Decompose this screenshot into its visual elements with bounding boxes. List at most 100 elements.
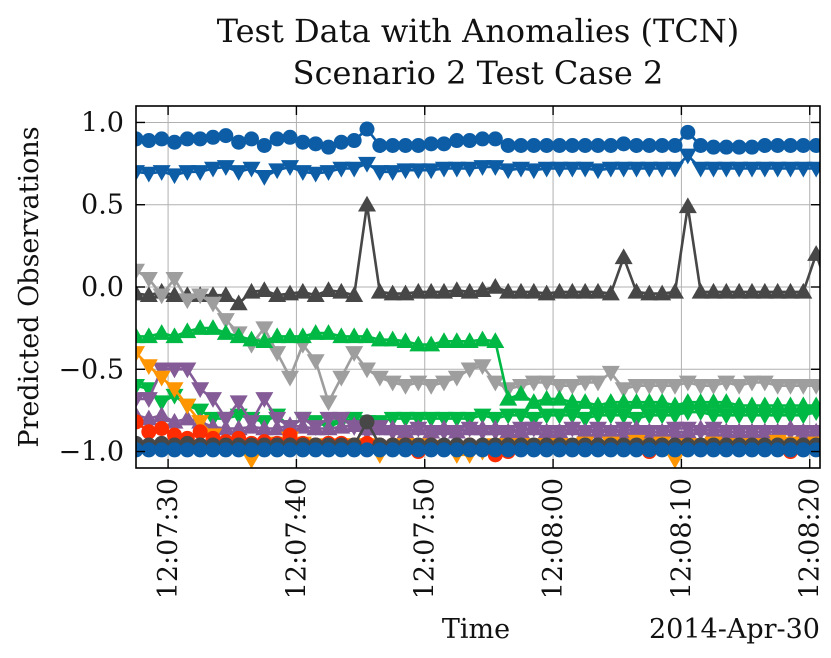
series-green-triangle-up-point [742,396,761,413]
series-blue-triangle-down-point [537,161,556,178]
series-blue-circle-point [179,131,195,147]
series-darkgray-triangle-up-point [563,282,582,299]
series-blue-circle-point [397,137,413,153]
series-purple-triangle-down-point [255,392,274,408]
series-orange-triangle-down-point [191,415,210,431]
series-lightgray-triangle-down-point [370,370,389,387]
series-blue-circle-point [474,131,490,147]
series-darkgray-triangle-up-point [422,282,441,299]
series-green-triangle-up-point [357,327,376,344]
x-tick-label: 12:08:10 [666,478,697,599]
series-purple-triangle-up-point [332,417,351,434]
series-darkgray-triangle-up-point [216,286,235,302]
series-lightgray-triangle-down-point [396,378,415,395]
series-purple-triangle-up-point [229,419,248,436]
series-green-triangle-up-point [242,330,261,347]
series-blue-circle-point [256,137,272,153]
series-blue-triangle-down-point [576,161,595,178]
series-lightgray-triangle-down-point [434,375,453,392]
series-blue-circle-low-point [500,442,516,458]
series-blue-circle-point [205,129,221,145]
series-blue-triangle-down-point [665,161,684,178]
series-lightgray-triangle-down-point [357,362,376,379]
series-green-triangle-up-point [216,324,235,340]
series-green-triangle-up-point [601,393,620,409]
series-blue-triangle-down-point [345,161,364,178]
series-orange-triangle-down-point [242,453,261,468]
series-blue-circle-low-point [577,442,593,458]
series-blue-circle-point [731,139,747,155]
series-darkgray-triangle-up-point [768,282,787,299]
series-blue-circle-point [603,137,619,153]
series-darkgray-triangle-up-point [511,282,530,299]
series-purple-triangle-up-point [588,422,607,439]
series-blue-circle-low-point [423,442,439,458]
series-darkgray-triangle-up-point [229,294,248,311]
series-blue-circle-low-point [641,442,657,458]
series-blue-circle-point [359,121,375,137]
series-blue-circle-low-point [372,442,388,458]
series-blue-circle-point [136,131,144,147]
series-darkgray-triangle-up-point [717,282,736,299]
series-green-triangle-down-point [807,405,820,422]
series-blue-circle-point [231,134,247,150]
series-purple-triangle-up-point [576,422,595,439]
series-red-circle-point [136,414,144,430]
series-blue-circle-point [808,137,820,153]
series-orange-triangle-down-point [152,370,171,387]
series-green-triangle-up-point [165,327,184,344]
series-blue-circle-low-point [474,442,490,458]
series-green-triangle-down-point [396,411,415,428]
series-purple-triangle-down-point [229,395,248,412]
series-blue-triangle-down-point [550,161,569,178]
series-blue-circle-low-point [359,442,375,458]
series-darkgray-triangle-up-point [755,282,774,299]
series-blue-triangle-down-point [691,161,710,178]
series-red-circle-point [154,421,170,437]
tick-layer: 12:07:30 12:07:40 12:07:50 12:08:00 12:08:10… [58,106,826,599]
series-purple-triangle-up-point [460,419,479,436]
series-purple-triangle-up-point [280,416,299,432]
series-green-triangle-up-point [499,389,518,406]
series-purple-triangle-up-point [319,419,338,436]
series-lightgray-triangle-down-point [422,378,441,395]
x-tick-label: 12:08:00 [538,478,569,599]
series-green-triangle-down-point [794,408,813,425]
series-blue-circle-low-point [731,442,747,458]
series-blue-triangle-down-point [768,161,787,178]
series-blue-triangle-down-point [216,160,235,176]
series-blue-triangle-down-point [319,165,338,181]
series-lightgray-triangle-down-point [306,354,325,371]
series-green-triangle-up-point [755,396,774,413]
series-blue-triangle-down [136,148,820,186]
series-blue-triangle-down-point [293,165,312,181]
series-green-triangle-up-point [781,396,800,413]
series-blue-circle-point [282,129,298,145]
series-blue-circle-point [385,137,401,153]
series-purple-triangle-up-point [524,419,543,436]
series-purple-triangle-up-point [255,419,274,436]
series-lightgray-triangle-down-point [447,370,466,387]
series-lightgray-triangle-down-point [691,378,710,395]
series-lightgray-triangle-down-point [768,378,787,395]
series-lightgray-triangle-down-point [216,313,235,329]
series-blue-circle-low-point [705,442,721,458]
series-purple-triangle-up-point [665,422,684,439]
series-darkgray-triangle-up-point [576,282,595,299]
series-lightgray-triangle-down-point [345,346,364,362]
series-blue-triangle-down-point [678,148,697,165]
series-green-triangle-down-point [755,408,774,425]
series-darkgray-triangle-up-point [730,282,749,299]
series-green-triangle-down-point [422,411,441,428]
series-blue-circle-low-point [564,442,580,458]
series-blue-circle-low-point [821,442,831,457]
y-tick-label: −0.5 [58,354,124,385]
series-blue-circle-point [539,137,555,153]
series-green-triangle-up-point [396,332,415,349]
series-purple-triangle-down-point [819,425,820,426]
series-lightgray-triangle-down-point [486,375,505,392]
series-blue-circle-point [500,137,516,153]
series-green-triangle-down-point [640,408,659,425]
series-blue-circle [136,121,820,155]
